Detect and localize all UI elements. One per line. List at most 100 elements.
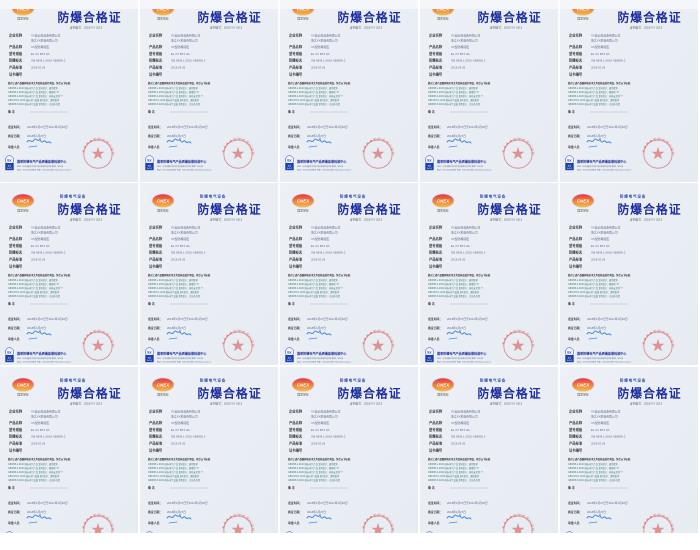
svg-text:防爆标志: 防爆标志 (9, 433, 23, 438)
svg-text:发证时间：: 发证时间： (427, 501, 442, 505)
svg-text:证书编号: 证书编号 (9, 264, 23, 269)
svg-text:发证时间：: 发证时间： (7, 317, 22, 321)
svg-text:防爆标志: 防爆标志 (569, 433, 583, 438)
svg-text:产品名称: 产品名称 (149, 44, 163, 49)
svg-text:防爆电气设备: 防爆电气设备 (620, 377, 646, 382)
svg-text:产品标准: 产品标准 (569, 440, 583, 445)
svg-text:产品标准: 产品标准 (9, 65, 23, 70)
svg-text:2018 03 26: 2018 03 26 (31, 441, 46, 445)
svg-text:防爆标志: 防爆标志 (289, 250, 303, 255)
svg-text:2018年1月27日: 2018年1月27日 (587, 326, 606, 330)
svg-text:XX型防爆按钮: XX型防爆按钮 (171, 421, 189, 425)
svg-text:CNEX: CNEX (437, 199, 450, 204)
svg-text:CNEX: CNEX (297, 382, 310, 387)
svg-text:审批人员: 审批人员 (568, 520, 580, 525)
svg-text:防爆电气设备: 防爆电气设备 (340, 194, 366, 199)
svg-text:审批人员: 审批人员 (8, 144, 20, 149)
svg-text:防爆合格证: 防爆合格证 (478, 11, 542, 25)
svg-text:Ex d II BT4 Gb: Ex d II BT4 Gb (591, 428, 610, 432)
svg-text:产品标准: 产品标准 (9, 440, 23, 445)
svg-text:国家安标: 国家安标 (17, 208, 29, 213)
svg-text:2018 03 26: 2018 03 26 (591, 66, 606, 70)
svg-text:换证日期：: 换证日期： (8, 510, 22, 514)
svg-text:浙江XX机电有限公司: 浙江XX机电有限公司 (451, 414, 478, 418)
svg-text:2018年1月27日: 2018年1月27日 (27, 510, 46, 514)
svg-text:国家防爆电气产品质量监督检验中心: 国家防爆电气产品质量监督检验中心 (17, 159, 67, 164)
svg-text:安全: 安全 (148, 164, 152, 167)
svg-text:证书编号：2018JYX 2013: 证书编号：2018JYX 2013 (350, 26, 383, 30)
svg-text:型号规格: 型号规格 (289, 51, 303, 56)
svg-text:产品名称: 产品名称 (9, 236, 23, 241)
svg-text:发证时间：: 发证时间： (567, 317, 582, 321)
svg-text:证书编号: 证书编号 (9, 71, 23, 76)
svg-text:2018年1月27日: 2018年1月27日 (167, 326, 186, 330)
svg-text:审批人员: 审批人员 (428, 144, 440, 149)
svg-text:证书编号: 证书编号 (569, 447, 583, 452)
svg-text:GB 3836.1-2010 GB3836.2: GB 3836.1-2010 GB3836.2 (311, 59, 346, 63)
svg-text:2018年1月27日: 2018年1月27日 (447, 134, 466, 138)
svg-text:产品标准: 产品标准 (569, 257, 583, 262)
svg-text:国家防爆电气产品质量监督检验中心: 国家防爆电气产品质量监督检验中心 (297, 159, 347, 164)
svg-text:浙江XX机电有限公司: 浙江XX机电有限公司 (311, 414, 338, 418)
svg-text:2018 03 26: 2018 03 26 (451, 441, 466, 445)
svg-text:换证日期：: 换证日期： (148, 510, 162, 514)
svg-text:2018年1月27日至2021年1月26日: 2018年1月27日至2021年1月26日 (307, 125, 348, 129)
svg-text:产品标准: 产品标准 (289, 65, 303, 70)
svg-text:型号规格: 型号规格 (569, 427, 583, 432)
svg-text:XX自动化设备有限公司: XX自动化设备有限公司 (31, 34, 61, 38)
svg-text:企业名称: 企业名称 (148, 33, 163, 38)
svg-text:发证时间：: 发证时间： (427, 125, 442, 129)
svg-text:审批人员: 审批人员 (8, 520, 20, 525)
svg-text:GB 3836.1-2010 GB3836.2: GB 3836.1-2010 GB3836.2 (311, 434, 346, 438)
svg-text:企业名称: 企业名称 (428, 408, 443, 413)
svg-text:审批人员: 审批人员 (428, 520, 440, 525)
svg-text:备 注: 备 注 (567, 109, 575, 114)
svg-text:产品名称: 产品名称 (9, 420, 23, 425)
svg-text:证书编号：2018JYX 2013: 证书编号：2018JYX 2013 (70, 26, 103, 30)
svg-text:证书编号：2018JYX 2013: 证书编号：2018JYX 2013 (490, 26, 523, 30)
svg-text:2018年1月27日至2021年1月26日: 2018年1月27日至2021年1月26日 (307, 501, 348, 505)
svg-text:证书编号: 证书编号 (149, 447, 163, 452)
svg-text:产品名称: 产品名称 (149, 420, 163, 425)
svg-text:安全: 安全 (568, 357, 572, 360)
svg-text:XX型防爆按钮: XX型防爆按钮 (591, 237, 609, 241)
svg-text:浙江XX机电有限公司: 浙江XX机电有限公司 (451, 38, 478, 42)
svg-text:XX自动化设备有限公司: XX自动化设备有限公司 (171, 409, 201, 413)
svg-text:2018年1月27日: 2018年1月27日 (307, 134, 326, 138)
svg-text:备 注: 备 注 (427, 109, 435, 114)
svg-text:XX自动化设备有限公司: XX自动化设备有限公司 (451, 226, 481, 230)
svg-text:浙江XX机电有限公司: 浙江XX机电有限公司 (31, 38, 58, 42)
svg-text:发证时间：: 发证时间： (287, 501, 302, 505)
svg-text:2018年1月27日: 2018年1月27日 (307, 326, 326, 330)
svg-text:发证时间：: 发证时间： (287, 317, 302, 321)
svg-text:XX自动化设备有限公司: XX自动化设备有限公司 (171, 34, 201, 38)
svg-text:Ex d II BT4 Gb: Ex d II BT4 Gb (451, 244, 470, 248)
svg-text:证书编号: 证书编号 (569, 71, 583, 76)
svg-text:XX型防爆按钮: XX型防爆按钮 (171, 45, 189, 49)
svg-text:审批人员: 审批人员 (148, 520, 160, 525)
svg-text:XX自动化设备有限公司: XX自动化设备有限公司 (31, 409, 61, 413)
svg-text:防爆电气设备: 防爆电气设备 (480, 377, 506, 382)
svg-text:XX自动化设备有限公司: XX自动化设备有限公司 (591, 34, 621, 38)
svg-text:CNEX: CNEX (577, 382, 590, 387)
svg-text:证书编号: 证书编号 (429, 447, 443, 452)
svg-text:防爆合格证: 防爆合格证 (338, 386, 402, 400)
svg-text:证书编号：2018JYX 2013: 证书编号：2018JYX 2013 (490, 401, 523, 405)
svg-text:换证日期：: 换证日期： (428, 134, 442, 138)
svg-text:证书编号: 证书编号 (569, 264, 583, 269)
svg-text:型号规格: 型号规格 (429, 243, 443, 248)
svg-text:防爆合格证: 防爆合格证 (198, 203, 262, 217)
svg-text:安全: 安全 (428, 164, 432, 167)
svg-text:浙江XX机电有限公司: 浙江XX机电有限公司 (591, 414, 618, 418)
svg-text:XX自动化设备有限公司: XX自动化设备有限公司 (451, 34, 481, 38)
svg-text:浙江XX机电有限公司: 浙江XX机电有限公司 (171, 414, 198, 418)
svg-text:防爆合格证: 防爆合格证 (58, 11, 122, 25)
svg-text:XX型防爆按钮: XX型防爆按钮 (31, 237, 49, 241)
svg-text:产品名称: 产品名称 (149, 236, 163, 241)
svg-text:国家防爆电气产品质量监督检验中心: 国家防爆电气产品质量监督检验中心 (437, 351, 487, 356)
svg-text:Ex d II BT4 Gb: Ex d II BT4 Gb (31, 52, 50, 56)
svg-text:备 注: 备 注 (427, 484, 435, 489)
svg-text:发证时间：: 发证时间： (7, 501, 22, 505)
svg-text:防爆合格证: 防爆合格证 (618, 11, 682, 25)
svg-text:Ex d II BT4 Gb: Ex d II BT4 Gb (311, 428, 330, 432)
